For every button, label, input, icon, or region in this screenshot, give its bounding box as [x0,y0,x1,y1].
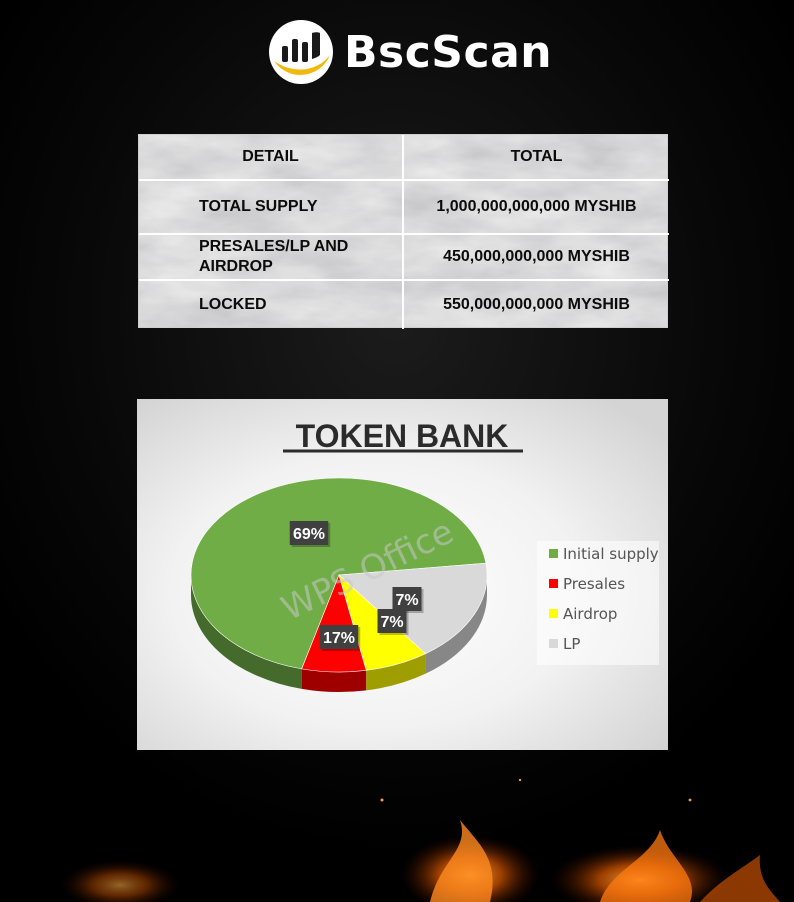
legend-label-2: Airdrop [563,605,617,623]
pie-side-1 [301,668,367,692]
header-total: TOTAL [404,135,669,181]
pie-group: 69% 7% 7% 17% [190,477,488,692]
row-total-supply-total: 1,000,000,000,000 MYSHIB [404,181,669,235]
legend-label-1: Presales [563,575,625,593]
header-detail: DETAIL [139,135,404,181]
legend-label-0: Initial supply [563,545,659,563]
pie-label-2: 7% [380,614,403,631]
pie-side-3 [425,575,487,674]
legend-swatch-3 [549,639,558,648]
brand-name: BscScan [344,26,553,78]
chart-title: TOKEN BANK [296,418,509,454]
legend-swatch-2 [549,609,558,618]
brand-logo: BscScan [268,18,552,86]
legend-swatch-0 [549,549,558,558]
pie-label-3: 17% [323,630,355,647]
pie-label-0: 69% [293,526,325,543]
pie-slice-0 [190,477,487,670]
token-table: DETAIL TOTAL TOTAL SUPPLY 1,000,000,000,… [138,134,669,329]
pie-side-2 [366,653,426,691]
row-total-supply-detail: TOTAL SUPPLY [139,181,404,235]
pie-label-box-0 [289,521,329,545]
pie-label-box-2 [377,609,407,633]
token-bank-chart: TOKEN BANK 69% 7% 7% 17% WPS Office Initial… [137,399,668,750]
row-locked-total: 550,000,000,000 MYSHIB [443,296,630,313]
pie-chart-svg: TOKEN BANK 69%7%7%17% WPS Office Initial… [137,399,668,750]
legend-swatch-1 [549,579,558,588]
pie-side-0 [191,575,302,689]
pie-label-1: 7% [395,592,418,609]
pie-label-box-3 [319,625,359,649]
legend-label-3: LP [563,635,580,653]
bscscan-logo-icon [269,20,333,84]
row-presales-detail: PRESALES/LP AND AIRDROP [139,235,404,281]
row-locked-detail: LOCKED [139,281,404,329]
legend: Initial supply Presales Airdrop LP [549,545,659,653]
pie-label-box-1 [392,587,422,611]
row-presales-total: 450,000,000,000 MYSHIB [404,235,669,281]
